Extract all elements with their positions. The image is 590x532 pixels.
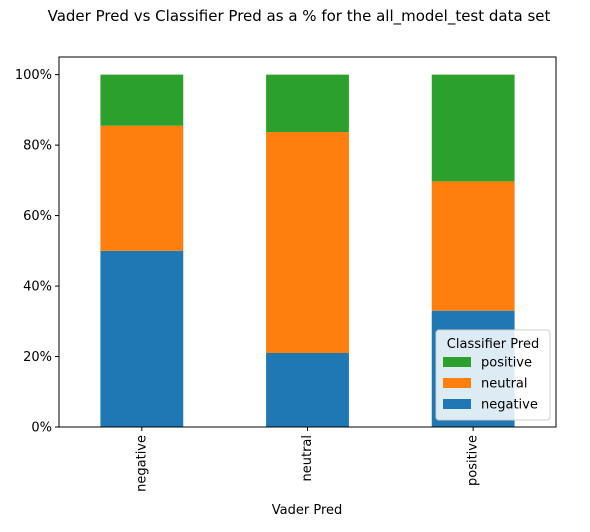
x-axis-label: Vader Pred bbox=[272, 503, 343, 518]
legend-swatch-negative bbox=[443, 399, 471, 409]
legend-swatch-neutral bbox=[443, 378, 471, 388]
y-tick-label: 100% bbox=[15, 68, 52, 83]
x-tick-label-positive: positive bbox=[466, 435, 481, 486]
bar-negative-positive bbox=[100, 74, 184, 126]
chart-title: Vader Pred vs Classifier Pred as a % for… bbox=[48, 7, 551, 26]
legend-title: Classifier Pred bbox=[447, 337, 539, 352]
y-axis: 0% 20% 40% 60% 80% 100% bbox=[15, 68, 59, 436]
legend-box bbox=[435, 329, 551, 421]
x-axis: negative neutral positive bbox=[134, 427, 481, 492]
legend-label-negative: negative bbox=[481, 398, 538, 413]
y-tick-label: 60% bbox=[23, 209, 52, 224]
bar-positive-positive bbox=[431, 74, 515, 182]
bar-neutral-negative bbox=[266, 353, 349, 427]
x-tick-label-neutral: neutral bbox=[300, 435, 315, 482]
bars-layer bbox=[100, 74, 515, 427]
y-tick-label: 40% bbox=[23, 280, 52, 295]
legend: Classifier Pred positive neutral negative bbox=[435, 329, 551, 421]
bar-negative-neutral bbox=[100, 125, 184, 251]
y-tick-label: 0% bbox=[31, 421, 52, 436]
bar-neutral-neutral bbox=[266, 132, 349, 353]
y-tick-label: 20% bbox=[23, 350, 52, 365]
bar-positive-neutral bbox=[431, 181, 515, 311]
y-tick-label: 80% bbox=[23, 139, 52, 154]
x-tick-label-negative: negative bbox=[134, 435, 149, 492]
legend-label-neutral: neutral bbox=[481, 377, 528, 392]
bar-negative-negative bbox=[100, 250, 184, 427]
legend-swatch-positive bbox=[443, 357, 471, 367]
legend-label-positive: positive bbox=[481, 356, 532, 371]
bar-neutral-positive bbox=[266, 74, 349, 133]
